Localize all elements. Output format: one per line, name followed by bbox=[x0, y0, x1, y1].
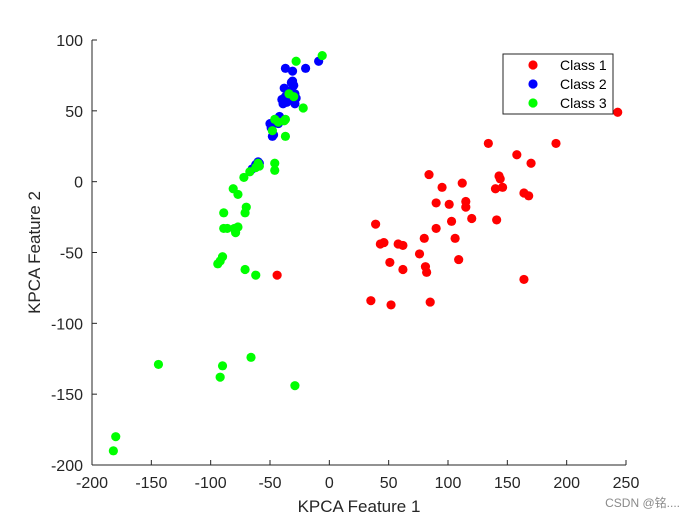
data-point bbox=[495, 174, 505, 184]
data-point bbox=[386, 300, 396, 310]
data-point bbox=[217, 361, 228, 371]
data-point bbox=[272, 270, 282, 280]
x-tick-label: 200 bbox=[553, 475, 580, 492]
data-point bbox=[483, 138, 493, 149]
x-tick-label: 100 bbox=[435, 475, 462, 492]
data-point bbox=[414, 249, 425, 259]
data-point bbox=[492, 215, 502, 225]
data-point bbox=[254, 161, 264, 171]
y-tick-label: -200 bbox=[51, 458, 83, 475]
data-point bbox=[290, 381, 300, 391]
data-point bbox=[270, 165, 280, 175]
series-1 bbox=[272, 107, 623, 310]
legend-label: Class 2 bbox=[560, 76, 607, 92]
legend-label: Class 3 bbox=[560, 95, 607, 111]
y-tick-label: 50 bbox=[65, 104, 83, 121]
y-axis-ticks: 100 50 0 -50 -100 -150 -200 bbox=[51, 33, 97, 475]
data-point bbox=[287, 66, 298, 76]
axes: -200 -150 -100 -50 0 50 100 150 200 250 100 50 0 -50… bbox=[51, 33, 639, 492]
data-point bbox=[519, 274, 529, 285]
data-point bbox=[398, 240, 408, 251]
y-tick-label: 100 bbox=[56, 33, 83, 50]
data-point bbox=[280, 131, 291, 141]
x-tick-label: -100 bbox=[195, 475, 227, 492]
data-point bbox=[379, 237, 389, 248]
data-point bbox=[270, 158, 280, 168]
data-point bbox=[454, 254, 464, 265]
data-point bbox=[398, 264, 408, 275]
data-point bbox=[217, 252, 228, 262]
legend-marker bbox=[528, 98, 538, 108]
data-point bbox=[444, 199, 454, 209]
data-point bbox=[457, 178, 467, 188]
y-tick-label: -150 bbox=[51, 387, 83, 404]
data-point bbox=[512, 150, 522, 160]
legend-marker bbox=[528, 79, 538, 89]
data-point bbox=[289, 92, 299, 102]
data-point bbox=[233, 189, 243, 200]
data-point bbox=[422, 267, 432, 277]
data-point bbox=[461, 202, 471, 212]
data-point bbox=[153, 359, 164, 370]
legend: Class 1 Class 2 Class 3 bbox=[502, 53, 614, 115]
data-point bbox=[371, 219, 381, 229]
y-tick-label: -50 bbox=[60, 246, 83, 263]
data-point bbox=[233, 222, 243, 232]
x-tick-label: 0 bbox=[325, 475, 334, 492]
data-point bbox=[526, 158, 536, 168]
x-tick-label: -150 bbox=[135, 475, 167, 492]
data-point bbox=[446, 216, 457, 226]
data-point bbox=[490, 184, 501, 194]
data-point bbox=[267, 126, 277, 136]
data-point bbox=[317, 50, 327, 61]
data-point bbox=[108, 446, 118, 456]
data-point bbox=[215, 372, 225, 382]
x-tick-label: 150 bbox=[494, 475, 521, 492]
data-point bbox=[251, 270, 261, 280]
data-point bbox=[219, 208, 229, 218]
data-point bbox=[280, 63, 291, 73]
data-point bbox=[419, 233, 429, 243]
data-point bbox=[280, 114, 291, 124]
x-tick-label: 250 bbox=[613, 475, 640, 492]
x-axis-ticks: -200 -150 -100 -50 0 50 100 150 200 250 bbox=[76, 460, 639, 492]
data-point bbox=[385, 257, 395, 268]
data-point bbox=[424, 169, 434, 180]
data-point bbox=[431, 223, 441, 234]
data-point bbox=[298, 103, 308, 113]
x-tick-label: -200 bbox=[76, 475, 108, 492]
legend-label: Class 1 bbox=[560, 57, 607, 73]
x-tick-label: -50 bbox=[258, 475, 281, 492]
data-point bbox=[437, 182, 447, 192]
data-point bbox=[450, 233, 460, 243]
x-axis-label: KPCA Feature 1 bbox=[298, 497, 421, 516]
legend-marker bbox=[528, 60, 538, 70]
data-point bbox=[366, 296, 376, 306]
data-point bbox=[425, 297, 435, 307]
data-point bbox=[497, 182, 508, 192]
y-tick-label: 0 bbox=[74, 175, 83, 192]
data-point bbox=[289, 80, 299, 90]
data-point bbox=[240, 264, 250, 275]
data-point bbox=[291, 56, 301, 66]
data-point bbox=[431, 198, 441, 208]
watermark-text: CSDN @铭.... bbox=[605, 496, 680, 510]
data-point bbox=[551, 138, 561, 149]
data-point bbox=[301, 63, 311, 73]
data-point bbox=[613, 107, 623, 117]
data-point bbox=[467, 213, 477, 224]
data-points bbox=[108, 50, 623, 456]
data-point bbox=[239, 172, 249, 183]
data-point bbox=[246, 352, 256, 362]
data-point bbox=[111, 432, 121, 442]
legend-box bbox=[502, 53, 614, 115]
data-point bbox=[241, 202, 251, 212]
x-tick-label: 50 bbox=[380, 475, 398, 492]
y-axis-label: KPCA Feature 2 bbox=[25, 191, 44, 314]
data-point bbox=[524, 191, 534, 201]
series-3 bbox=[108, 50, 327, 456]
data-point bbox=[222, 223, 232, 234]
y-tick-label: -100 bbox=[51, 316, 83, 333]
